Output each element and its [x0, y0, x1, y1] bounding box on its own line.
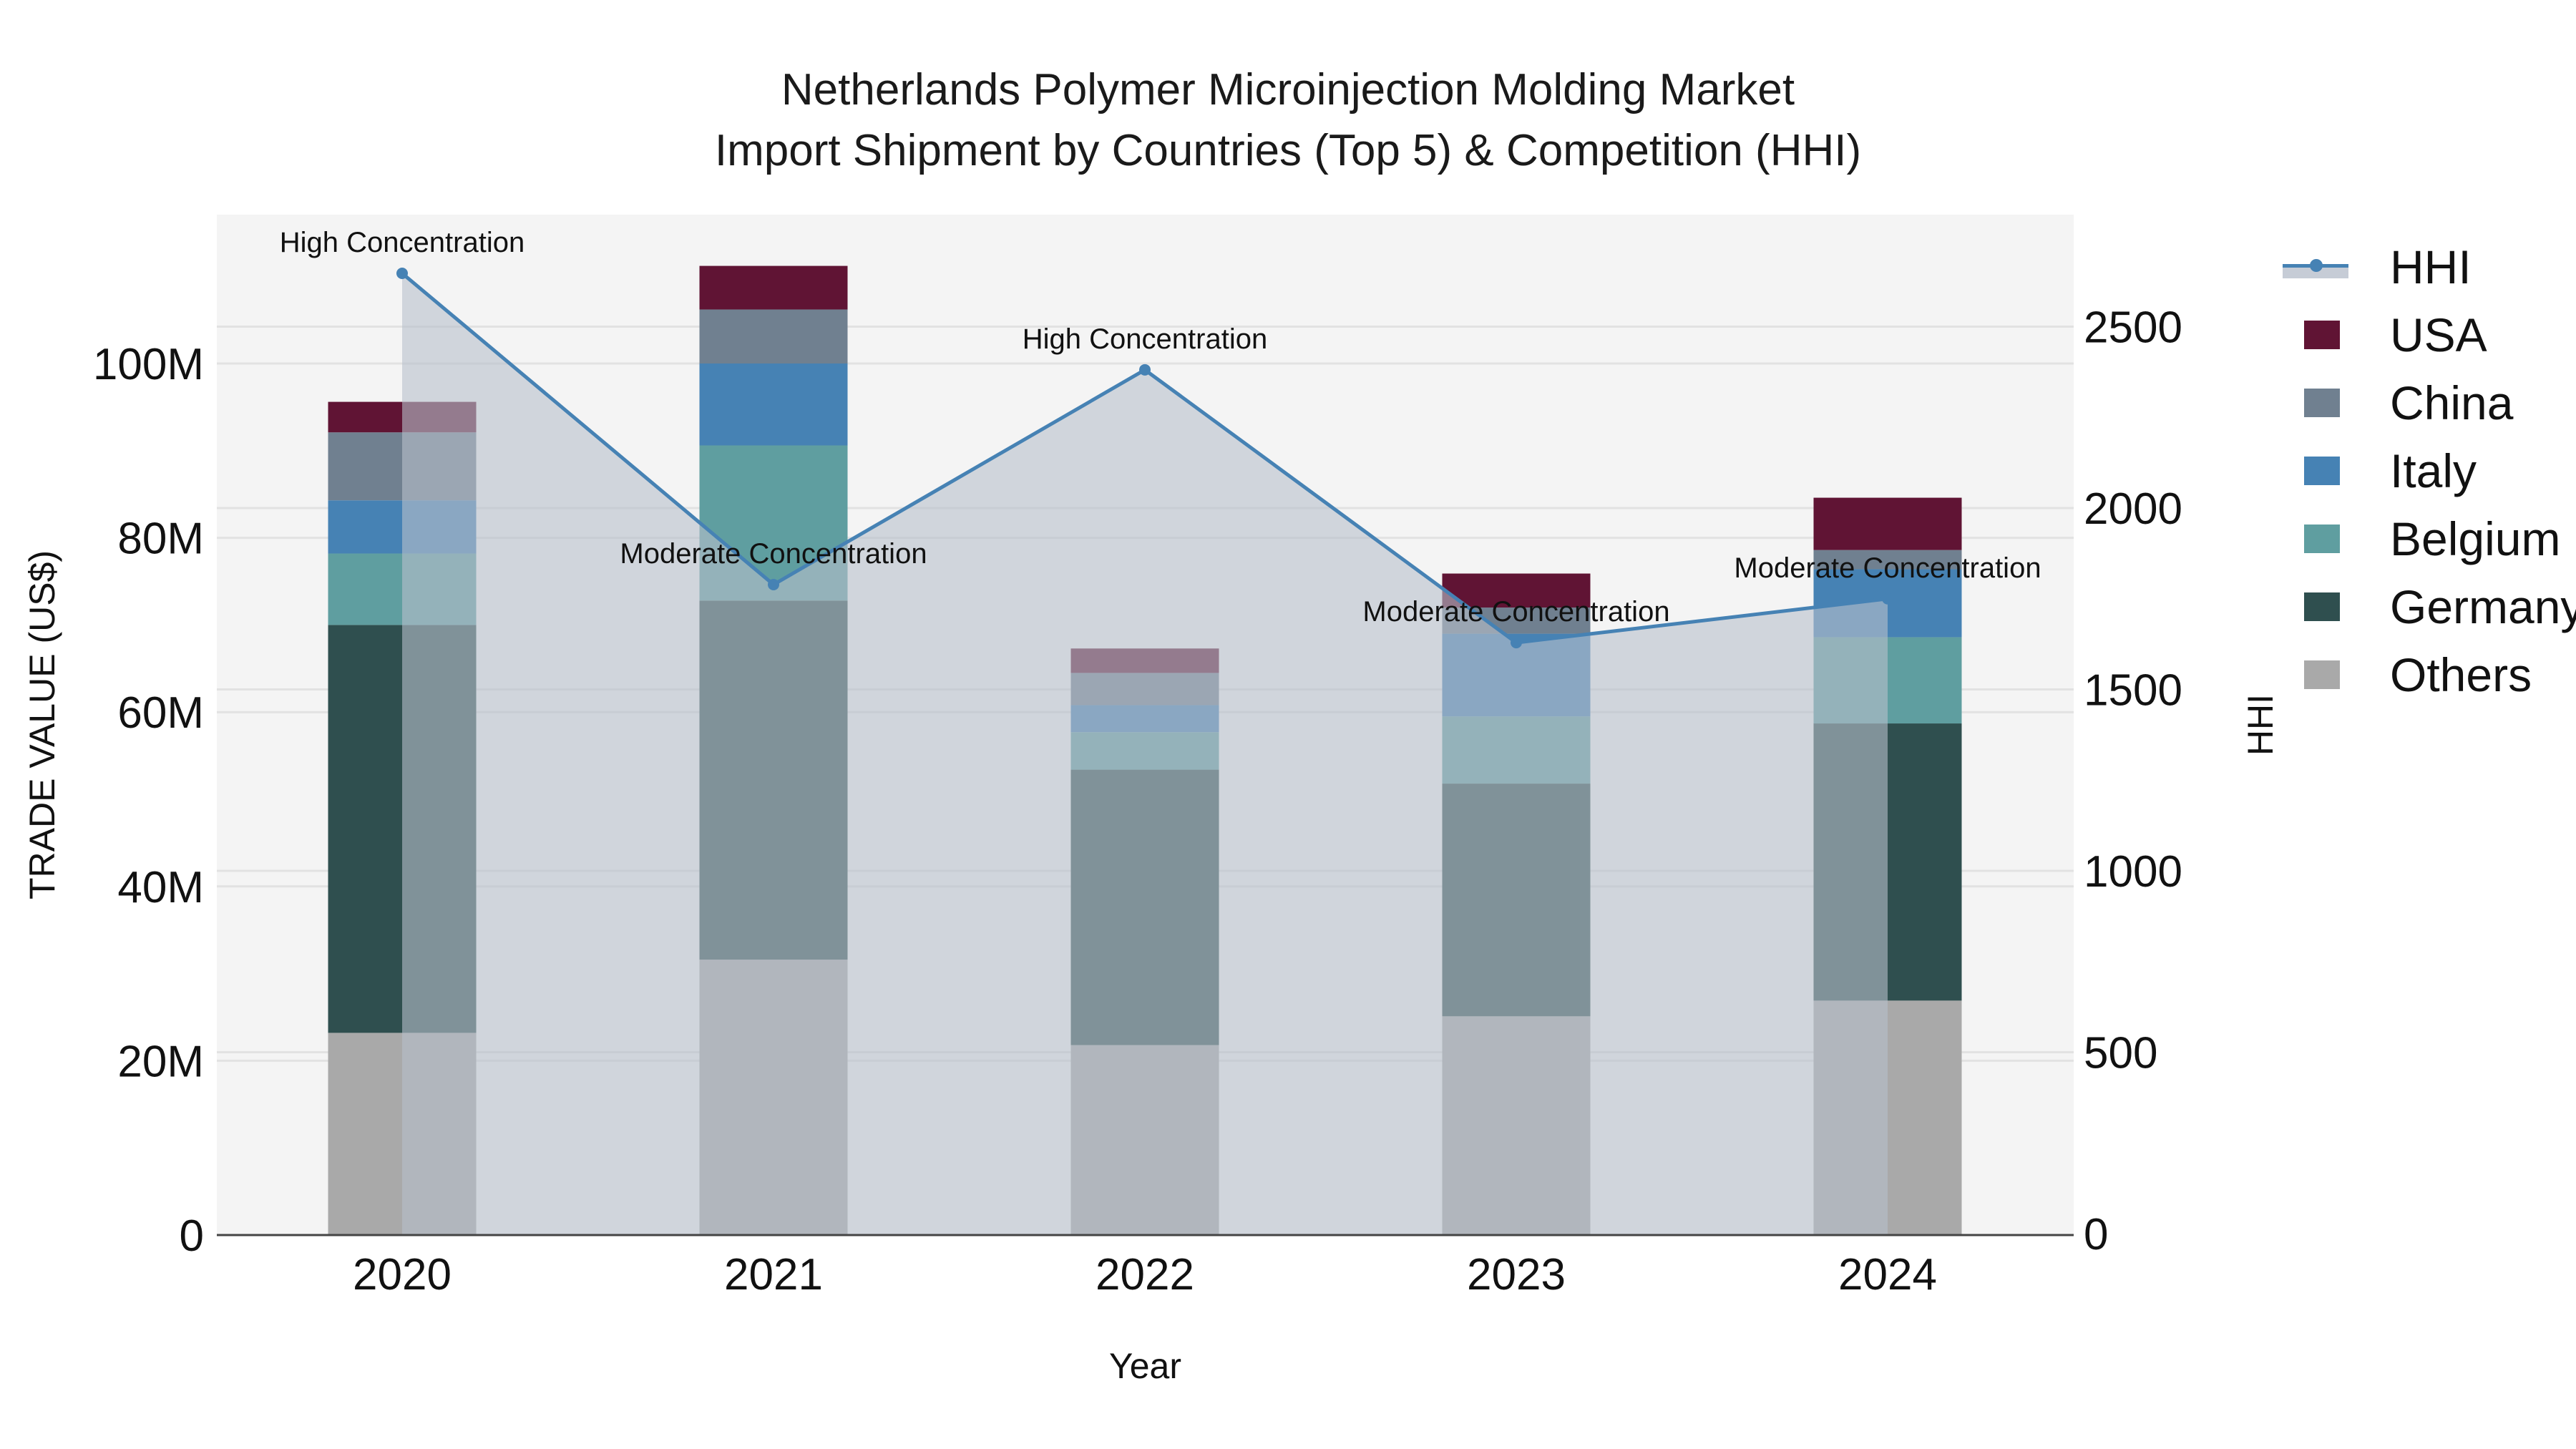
legend-item-china[interactable]: China [2275, 369, 2576, 436]
y-right-tick-label: 500 [2084, 1029, 2157, 1078]
x-tick-label: 2022 [1096, 1250, 1194, 1299]
y-left-tick-label: 60M [117, 688, 204, 738]
bar-segment-italy[interactable] [699, 364, 848, 446]
x-axis-label: Year [1108, 1346, 1182, 1386]
legend-item-others[interactable]: Others [2275, 640, 2576, 708]
chart-title-line2: Import Shipment by Countries (Top 5) & C… [714, 126, 1862, 175]
y-right-tick-label: 0 [2084, 1210, 2108, 1259]
y-left-tick-label: 80M [117, 514, 204, 564]
bar-segment-usa[interactable] [1442, 573, 1591, 608]
x-tick-label: 2020 [353, 1250, 452, 1299]
swatch-icon [2304, 456, 2340, 485]
swatch-icon [2304, 320, 2340, 349]
hhi-marker[interactable] [396, 267, 408, 279]
y-right-tick-label: 1000 [2084, 847, 2182, 897]
bar-segment-usa[interactable] [1813, 497, 1962, 550]
y-left-tick-label: 0 [180, 1211, 204, 1261]
hhi-annotation: High Concentration [1023, 323, 1267, 355]
hhi-annotation: Moderate Concentration [1734, 552, 2041, 584]
hhi-marker[interactable] [1139, 364, 1151, 376]
chart-title-line1: Netherlands Polymer Microinjection Moldi… [781, 65, 1795, 114]
legend-label: Italy [2390, 444, 2477, 497]
legend-item-hhi[interactable]: HHI [2275, 233, 2576, 301]
line-marker-icon [2283, 253, 2348, 281]
legend-label: HHI [2390, 240, 2472, 293]
legend-item-belgium[interactable]: Belgium [2275, 504, 2576, 572]
legend-item-germany[interactable]: Germany [2275, 572, 2576, 640]
legend-label: Germany [2390, 580, 2576, 633]
legend-label: USA [2390, 308, 2487, 361]
hhi-marker[interactable] [768, 578, 779, 590]
hhi-annotation: Moderate Concentration [620, 538, 927, 570]
hhi-marker[interactable] [1882, 592, 1893, 605]
legend-item-italy[interactable]: Italy [2275, 436, 2576, 504]
x-tick-label: 2024 [1838, 1250, 1937, 1299]
axis-ticks: 0 20M 40M 60M 80M 100M 0 500 1000 1500 2000 2500 202… [93, 303, 2182, 1300]
y-right-tick-label: 1500 [2084, 666, 2182, 716]
legend-item-usa[interactable]: USA [2275, 301, 2576, 369]
hhi-area [402, 273, 1888, 1236]
bar-segment-usa[interactable] [699, 265, 848, 310]
swatch-icon [2304, 592, 2340, 621]
hhi-annotation: Moderate Concentration [1362, 596, 1669, 628]
legend-label: Belgium [2390, 512, 2561, 565]
legend: HHI USA China Italy Belgium Germany Othe… [2275, 233, 2576, 708]
x-tick-label: 2023 [1467, 1250, 1566, 1299]
legend-label: China [2390, 376, 2514, 429]
legend-label: Others [2390, 648, 2532, 701]
bar-segment-china[interactable] [699, 309, 848, 364]
swatch-icon [2304, 660, 2340, 689]
y-left-tick-label: 20M [117, 1037, 204, 1086]
bar-segment-china[interactable] [1813, 550, 1962, 570]
y-left-tick-label: 100M [93, 340, 204, 389]
hhi-series: High Concentration Moderate Concentration… [280, 227, 2041, 1236]
swatch-icon [2304, 524, 2340, 553]
x-tick-label: 2021 [724, 1250, 823, 1299]
swatch-icon [2304, 388, 2340, 417]
y-left-tick-label: 40M [117, 863, 204, 912]
y-axis-left-label: TRADE VALUE (US$) [22, 550, 62, 900]
y-right-tick-label: 2500 [2084, 303, 2182, 353]
hhi-annotation: High Concentration [280, 227, 525, 258]
hhi-marker[interactable] [1511, 637, 1522, 649]
y-right-tick-label: 2000 [2084, 484, 2182, 534]
